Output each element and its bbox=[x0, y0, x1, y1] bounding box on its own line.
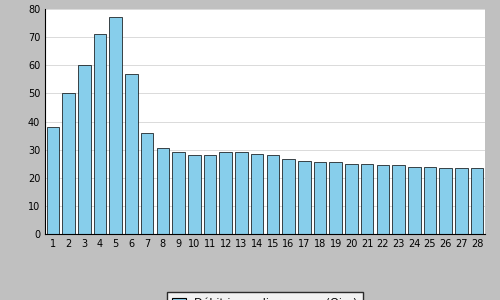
Bar bbox=[345, 164, 358, 234]
Bar bbox=[235, 152, 248, 234]
Bar bbox=[125, 74, 138, 234]
Bar bbox=[440, 168, 452, 234]
Bar bbox=[220, 152, 232, 234]
Bar bbox=[188, 155, 200, 234]
Bar bbox=[282, 160, 295, 234]
Bar bbox=[408, 167, 420, 234]
Bar bbox=[110, 17, 122, 234]
Bar bbox=[455, 168, 468, 234]
Bar bbox=[471, 168, 484, 234]
Legend: Débit journalier moyen (Qjm): Débit journalier moyen (Qjm) bbox=[166, 292, 364, 300]
Bar bbox=[204, 155, 216, 234]
Bar bbox=[251, 154, 264, 234]
Bar bbox=[94, 34, 106, 234]
Bar bbox=[78, 65, 90, 234]
Bar bbox=[424, 167, 436, 234]
Bar bbox=[376, 165, 389, 234]
Bar bbox=[361, 164, 374, 234]
Bar bbox=[392, 165, 405, 234]
Bar bbox=[330, 162, 342, 234]
Bar bbox=[172, 152, 185, 234]
Bar bbox=[141, 133, 154, 234]
Bar bbox=[298, 161, 310, 234]
Bar bbox=[314, 162, 326, 234]
Bar bbox=[46, 127, 59, 234]
Bar bbox=[266, 155, 279, 234]
Bar bbox=[156, 148, 169, 234]
Bar bbox=[62, 93, 75, 234]
